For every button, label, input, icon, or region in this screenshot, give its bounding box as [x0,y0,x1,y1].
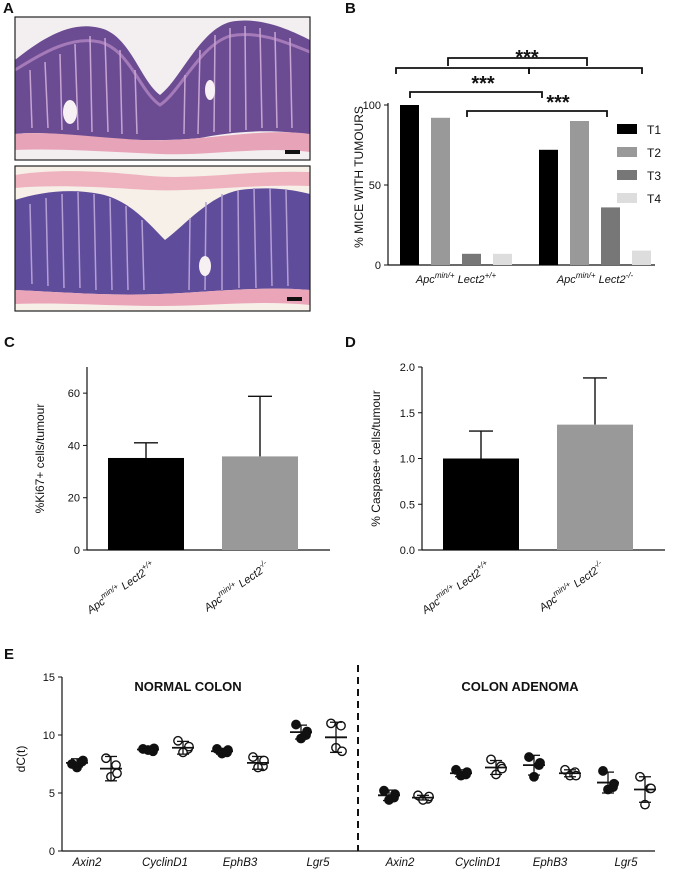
y-tick-label: 0.5 [400,499,415,511]
x-gene-label: Axin2 [72,857,102,869]
legend-label: T3 [647,169,661,183]
x-category-label: Apcmin/+ Lect2+/+ [418,558,493,617]
data-point [101,753,111,764]
x-gene-label: Axin2 [385,857,415,869]
x-gene-label: Lgr5 [614,857,638,869]
bar [462,253,481,265]
significance-bracket [466,110,608,117]
significance-label: *** [471,73,495,95]
y-tick-label: 15 [43,672,55,684]
data-point [497,763,507,774]
chart-c: 0 20 40 60 %Ki67+ cells/tumour Apcmin/+ Lect2… [33,367,330,617]
significance-bracket [409,91,543,98]
section-title: COLON ADENOMA [461,679,579,694]
legend-swatch [617,147,637,157]
panel-label-c: C [4,334,15,351]
data-point [609,778,619,789]
y-tick-label: 20 [68,493,80,505]
y-axis-label: %Ki67+ cells/tumour [33,404,47,514]
x-category-label: Apcmin/+ Lect2-/- [200,558,272,615]
significance-bracket [447,57,588,66]
x-category-label: Apcmin/+ Lect2+/+ [83,558,158,617]
histology-panel [14,16,311,312]
panel-label-a: A [3,0,14,17]
data-point [184,741,194,752]
panel-label-d: D [345,334,356,351]
data-point [486,754,496,765]
significance-label: *** [515,47,539,69]
y-tick-label: 1.5 [400,408,415,420]
y-tick-label: 60 [68,388,80,400]
x-gene-label: CyclinD1 [455,857,501,869]
panel-label-b: B [345,0,356,17]
y-tick-label: 0 [74,545,80,557]
data-point [337,746,347,757]
y-axis-label: % MICE WITH TUMOURS [352,106,366,248]
significance-bracket [528,67,643,74]
y-tick-label: 0.0 [400,545,415,557]
bar [108,457,184,550]
chart-e: 0 5 10 15 dC(t) NORMAL COLON COLON ADENOMA Axin… [14,665,656,869]
bar [570,121,589,265]
legend-swatch [617,124,637,134]
x-gene-label: CyclinD1 [142,857,188,869]
bar [539,149,558,265]
data-point [598,766,608,776]
x-group-label: Apcmin/+ Lect2+/+ [415,271,497,286]
bar [601,207,620,265]
bar [431,117,450,265]
y-tick-label: 0 [375,260,381,272]
panel-label-e: E [4,646,14,663]
data-point [112,768,122,779]
bar [400,105,419,265]
bar [632,250,651,265]
legend-swatch [617,170,637,180]
y-axis-label: dC(t) [14,746,28,773]
data-point [424,791,434,802]
bar [493,253,512,265]
data-point [646,783,656,794]
y-tick-label: 0 [49,846,55,858]
data-point [390,789,400,800]
bar [557,424,633,550]
legend-label: T2 [647,146,661,160]
data-point [326,718,336,729]
y-tick-label: 100 [363,100,381,112]
legend-label: T4 [647,192,661,206]
data-point [336,720,346,731]
y-axis-label: % Caspase+ cells/tumour [369,390,383,526]
section-title: NORMAL COLON [134,679,241,694]
chart-b: 0 50 100% MICE WITH TUMOURS Apcmin/+ Lect2+… [352,47,661,286]
significance-label: *** [546,92,570,114]
x-gene-label: Lgr5 [306,857,330,869]
legend-label: T1 [647,123,661,137]
y-tick-label: 5 [49,788,55,800]
data-point [524,752,534,762]
y-tick-label: 2.0 [400,362,415,374]
data-point [223,745,233,755]
x-gene-label: EphB3 [533,857,568,869]
legend-swatch [617,193,637,203]
significance-bracket [395,67,530,74]
bar [443,458,519,550]
x-category-label: Apcmin/+ Lect2-/- [535,558,607,615]
y-tick-label: 10 [43,730,55,742]
x-gene-label: EphB3 [223,857,258,869]
y-tick-label: 50 [369,180,381,192]
he-stained-colon-section-image [15,166,310,311]
bar [222,456,298,550]
he-stained-colon-section-image [15,17,310,160]
x-group-label: Apcmin/+ Lect2-/- [556,271,634,286]
y-tick-label: 1.0 [400,454,415,466]
data-point [149,743,159,754]
y-tick-label: 40 [68,440,80,452]
chart-d: 0.0 0.5 1.0 1.5 2.0 % Caspase+ cells/tumour Ap… [369,362,665,617]
